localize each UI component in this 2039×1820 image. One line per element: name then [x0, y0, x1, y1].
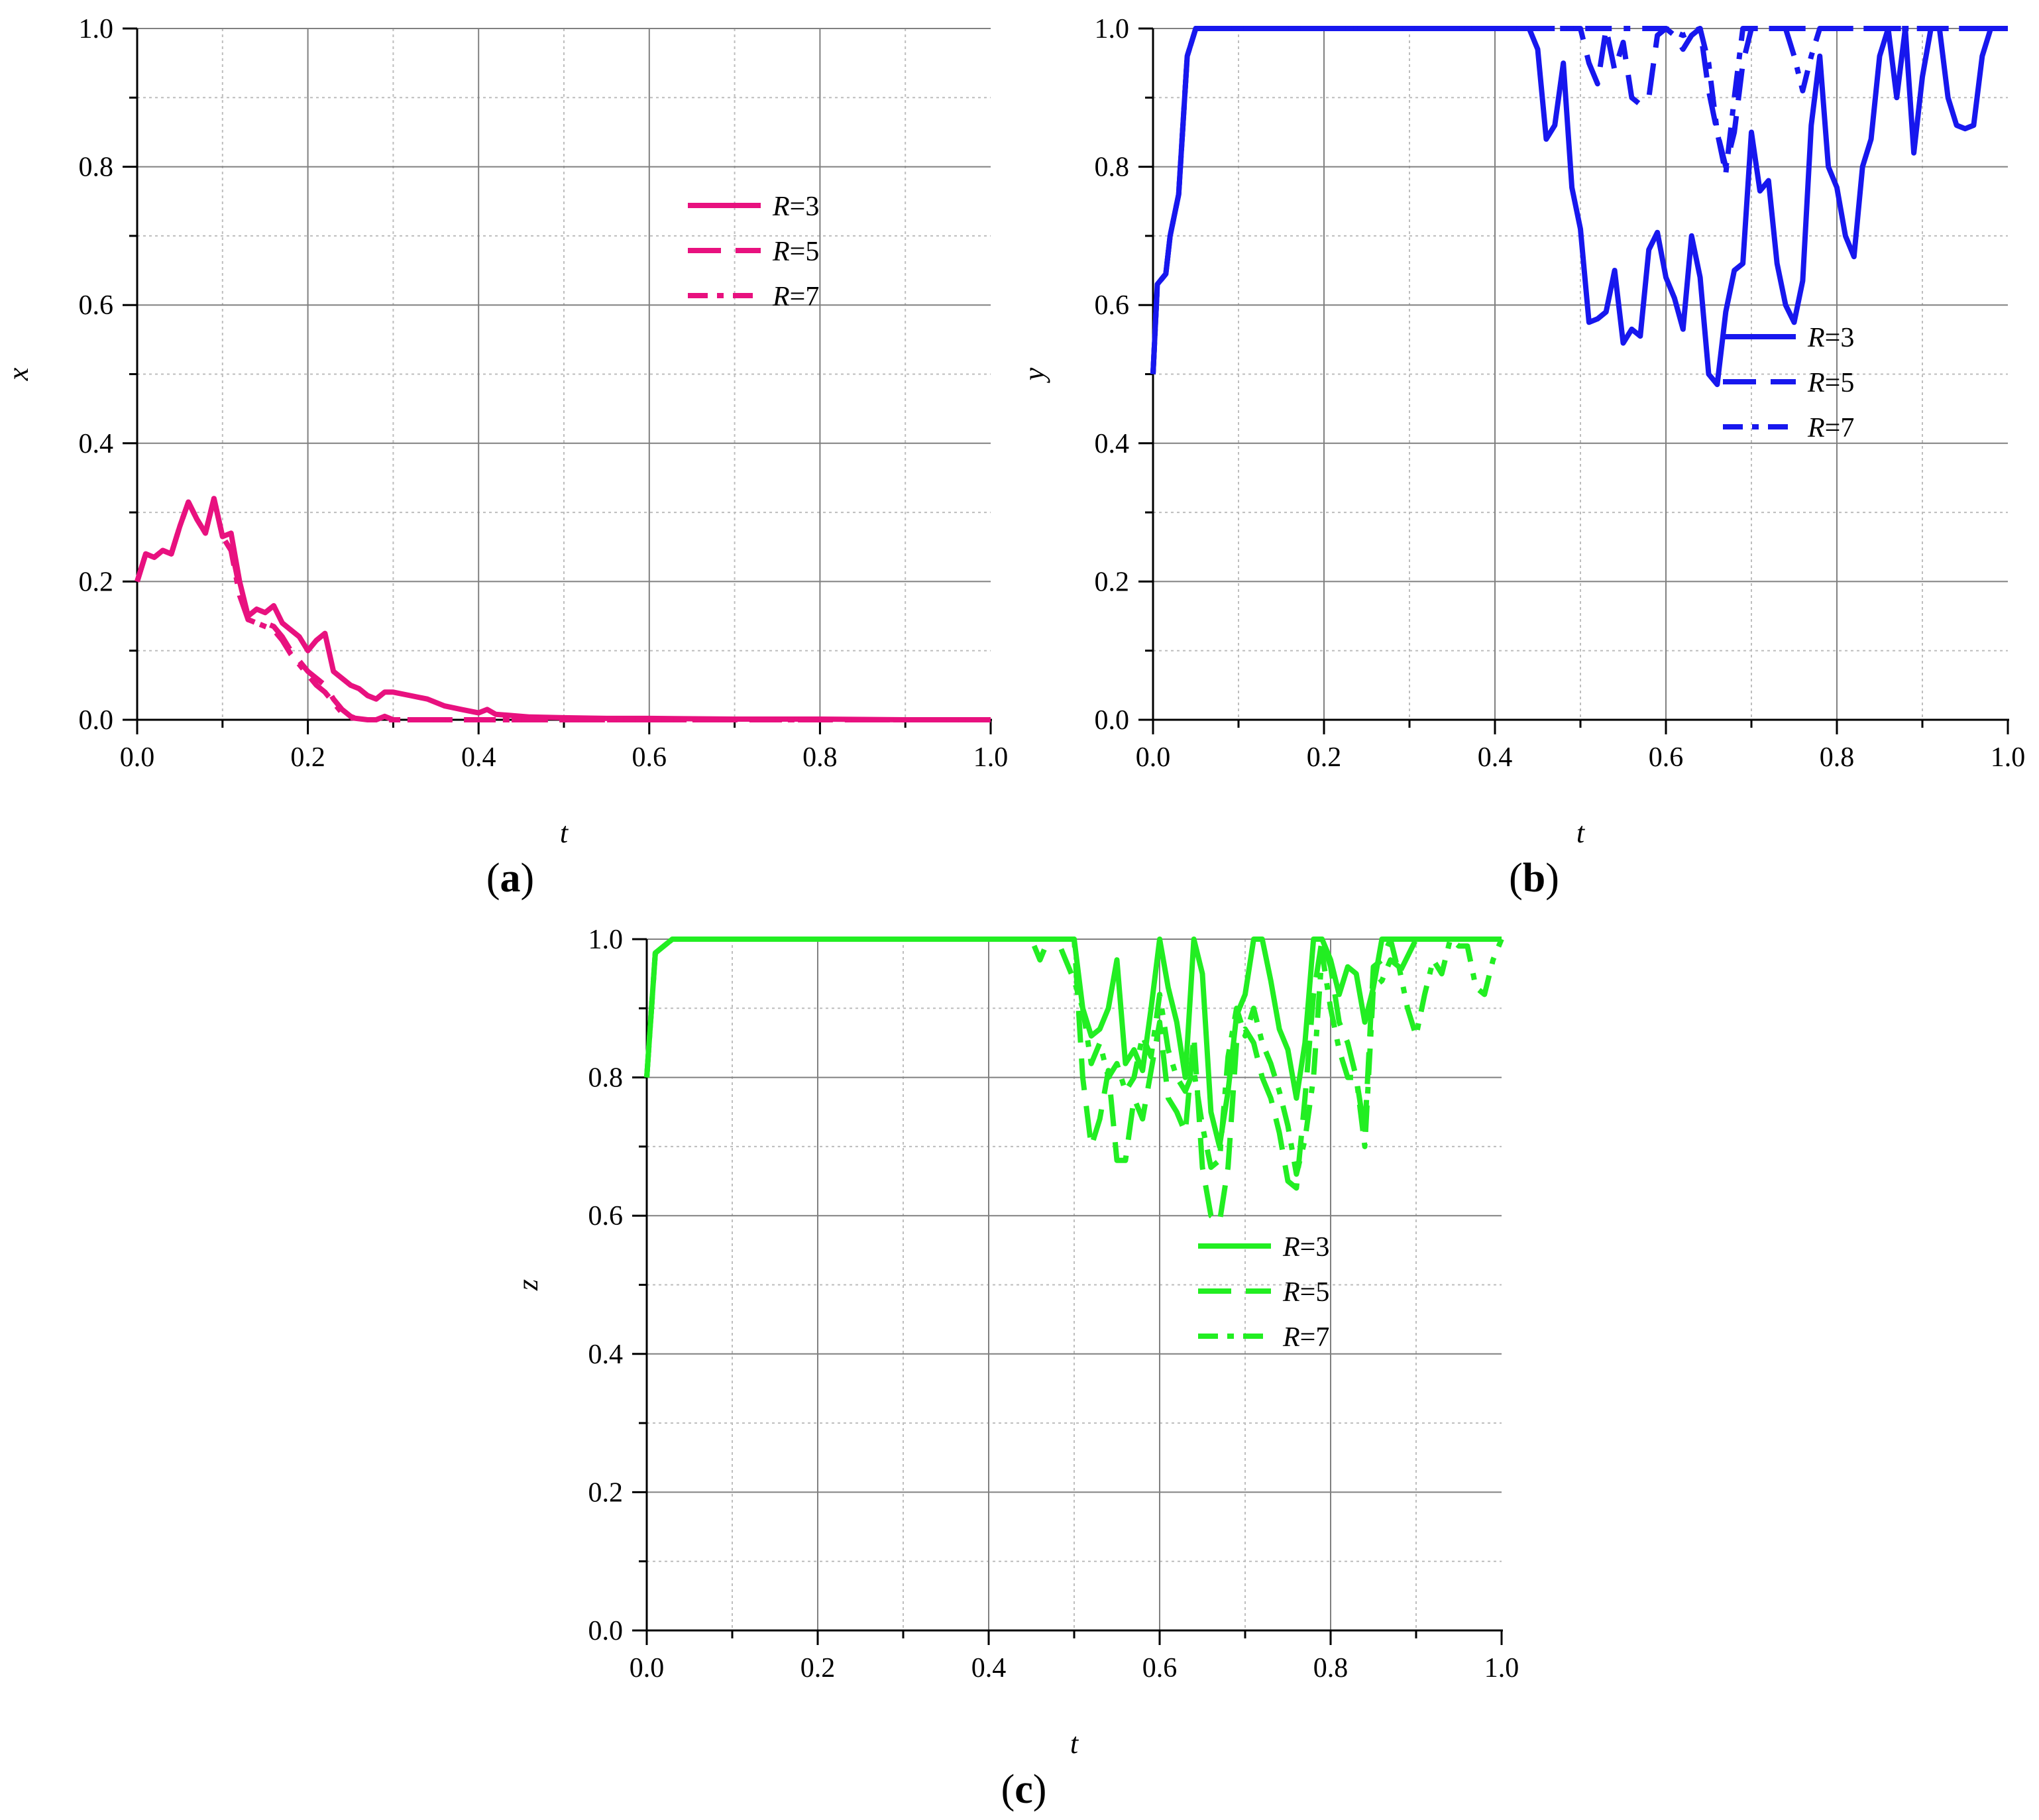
y-axis-title: z [512, 1279, 544, 1291]
x-tick-label: 1.0 [1991, 742, 2026, 773]
y-tick-label: 0.6 [79, 290, 114, 321]
series-line-R=3 [135, 496, 991, 722]
x-tick-label: 0.6 [1649, 742, 1684, 773]
x-tick-label: 0.8 [1313, 1653, 1349, 1683]
x-tick-label: 0.2 [290, 742, 325, 773]
y-tick-label: 0.4 [1095, 429, 1130, 459]
x-tick-label: 0.0 [1136, 742, 1171, 773]
x-tick-label: 0.6 [632, 742, 667, 773]
legend-label: R=3 [1282, 1232, 1329, 1263]
y-tick-label: 1.0 [79, 14, 114, 44]
panel-label: (b) [1509, 856, 1559, 901]
legend-label: R=3 [1807, 323, 1854, 353]
y-tick-label: 1.0 [588, 925, 624, 955]
y-tick-label: 0.8 [588, 1063, 624, 1094]
y-tick-label: 0.0 [588, 1616, 624, 1646]
y-tick-label: 0.4 [588, 1339, 624, 1370]
panel-c-chart: 0.0 0.2 0.4 0.6 0.8 1.0 0.0 0.2 0.4 0.6 0.8 1.0 t z R=… [512, 925, 1519, 1812]
x-tick-label: 0.2 [800, 1653, 836, 1683]
legend-label: R=5 [1282, 1277, 1329, 1308]
y-tick-label: 0.2 [1095, 567, 1130, 597]
y-tick-label: 0.4 [79, 429, 114, 459]
series-line-R=3 [1150, 26, 2008, 388]
x-tick-label: 0.4 [971, 1653, 1007, 1683]
y-tick-label: 0.2 [588, 1477, 624, 1508]
x-axis-title: t [1070, 1727, 1079, 1760]
y-tick-label: 0.8 [1095, 152, 1130, 183]
x-axis-title: t [560, 817, 569, 849]
y-tick-label: 0.0 [79, 705, 114, 736]
series-line-R=5 [1150, 26, 2008, 374]
x-axis-title: t [1576, 817, 1586, 849]
x-tick-label: 0.2 [1307, 742, 1342, 773]
x-tick-label: 0.8 [802, 742, 838, 773]
x-tick-label: 0.4 [461, 742, 496, 773]
legend-label: R=7 [1282, 1322, 1329, 1353]
legend-label: R=5 [1807, 368, 1854, 398]
x-tick-label: 0.4 [1478, 742, 1513, 773]
x-tick-label: 0.0 [630, 1653, 665, 1683]
y-tick-label: 0.6 [1095, 290, 1130, 321]
x-tick-label: 1.0 [973, 742, 1009, 773]
legend-label: R=7 [1807, 413, 1854, 443]
y-axis-title: y [1018, 367, 1050, 383]
legend-label: R=3 [772, 192, 819, 222]
y-tick-label: 0.0 [1095, 705, 1130, 736]
x-tick-label: 0.8 [1820, 742, 1855, 773]
panel-b-chart: 0.0 0.2 0.4 0.6 0.8 1.0 0.0 0.2 0.4 0.6 0.8 1.0 t y R=… [1018, 14, 2025, 901]
panel-a-chart: 0.0 0.2 0.4 0.6 0.8 1.0 0.0 0.2 0.4 0.6 0.8 1.0 t x R=… [2, 14, 1008, 901]
series-line-R=7 [1150, 26, 2008, 374]
series-line-R=7 [135, 496, 991, 722]
y-tick-label: 1.0 [1095, 14, 1130, 44]
legend-label: R=7 [772, 282, 819, 312]
legend-label: R=5 [772, 237, 819, 267]
x-tick-label: 0.6 [1142, 1653, 1178, 1683]
panel-label: (c) [1001, 1767, 1047, 1812]
x-tick-label: 0.0 [120, 742, 155, 773]
y-axis-title: x [2, 367, 34, 381]
x-tick-label: 1.0 [1484, 1653, 1519, 1683]
y-tick-label: 0.6 [588, 1201, 624, 1231]
series-line-R=7 [644, 937, 1504, 1177]
y-tick-label: 0.2 [79, 567, 114, 597]
panel-label: (a) [486, 856, 534, 901]
y-tick-label: 0.8 [79, 152, 114, 183]
